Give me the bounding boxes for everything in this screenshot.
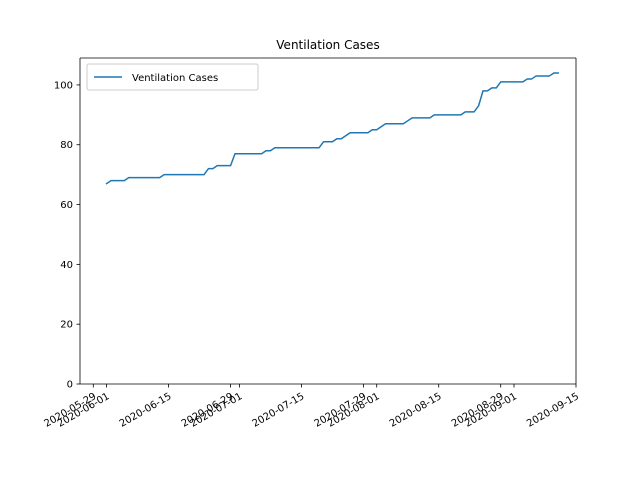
y-tick-label: 100	[54, 80, 73, 91]
chart-title: Ventilation Cases	[276, 38, 379, 52]
series-layer	[105, 72, 560, 185]
legend: Ventilation Cases	[86, 63, 259, 91]
y-tick-label: 60	[60, 200, 73, 211]
y-tick-label: 0	[67, 380, 73, 391]
y-tick-label: 40	[60, 260, 73, 271]
series-line	[105, 72, 560, 185]
legend-frame	[86, 63, 259, 91]
y-axis-ticks: 0 20 40 60 80 100	[54, 80, 80, 391]
y-tick-label: 80	[60, 140, 73, 151]
legend-label: Ventilation Cases	[132, 73, 218, 84]
plot-area	[80, 58, 576, 384]
y-tick-label: 20	[60, 320, 73, 331]
axes-frame	[79, 57, 577, 385]
